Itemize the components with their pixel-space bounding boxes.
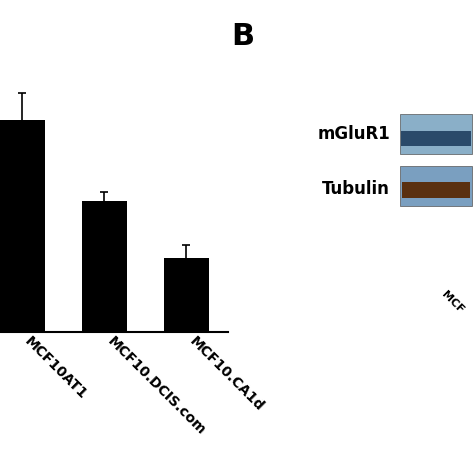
Bar [400,166,472,206]
Bar [164,258,209,332]
Bar [0,120,45,332]
Text: MCF: MCF [439,289,465,315]
Bar [82,201,127,332]
Text: mGluR1: mGluR1 [317,125,390,143]
Text: Tubulin: Tubulin [322,180,390,198]
Bar [400,114,472,154]
Text: B: B [231,22,255,51]
Bar [401,131,471,146]
Bar [402,182,470,198]
